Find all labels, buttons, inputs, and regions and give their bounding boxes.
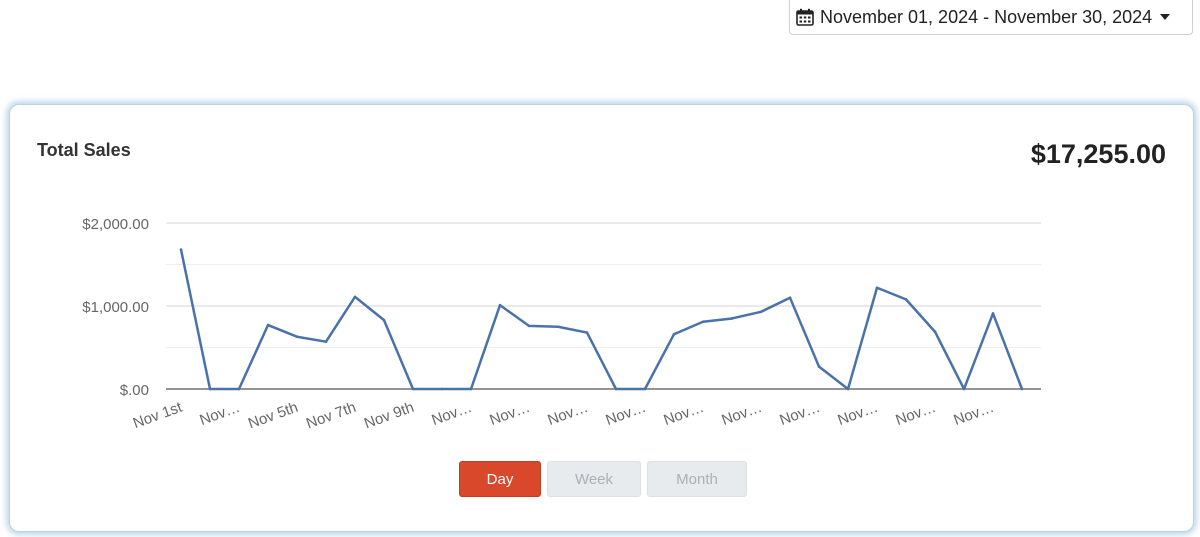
x-tick-label: Nov 7th — [304, 399, 358, 433]
data-point — [179, 248, 183, 251]
data-point — [730, 317, 734, 320]
data-point — [904, 298, 908, 301]
y-tick-label: $.00 — [120, 382, 149, 399]
x-tick-label: Nov 9th — [362, 399, 416, 433]
week-button[interactable]: Week — [547, 461, 641, 497]
calendar-icon — [796, 8, 814, 26]
data-point — [324, 340, 328, 343]
x-tick-label: Nov… — [777, 399, 822, 429]
data-point — [411, 387, 415, 391]
data-point — [237, 387, 241, 391]
date-range-label: November 01, 2024 - November 30, 2024 — [820, 6, 1153, 27]
data-point — [701, 320, 705, 324]
data-point — [440, 387, 444, 391]
data-point — [788, 296, 792, 299]
data-point — [585, 331, 589, 334]
month-button[interactable]: Month — [647, 461, 747, 497]
data-point — [556, 325, 560, 329]
data-point — [817, 365, 821, 368]
x-tick-label: Nov… — [603, 399, 648, 429]
data-point — [1020, 387, 1024, 391]
data-point — [962, 387, 966, 391]
data-point — [498, 303, 502, 307]
card-title: Total Sales — [37, 140, 131, 160]
data-point — [643, 387, 647, 391]
x-tick-label: Nov 1st — [131, 399, 185, 433]
data-point — [469, 387, 473, 391]
sales-series-line — [179, 249, 1024, 391]
x-tick-label: Nov… — [197, 399, 242, 429]
x-tick-label: Nov… — [545, 399, 590, 429]
x-tick-label: Nov… — [661, 399, 706, 429]
x-tick-label: Nov 5th — [246, 399, 300, 433]
total-sales-card: Total Sales $17,255.00 $.00 $1,000.00 $2,0… — [9, 104, 1194, 532]
y-tick-label: $1,000.00 — [82, 299, 149, 316]
x-tick-label: Nov… — [719, 399, 764, 429]
x-tick-label: Nov… — [893, 399, 938, 429]
data-point — [382, 318, 386, 322]
x-tick-label: Nov… — [951, 399, 996, 429]
period-toggle-group: Day Week Month — [459, 461, 747, 497]
data-point — [991, 312, 995, 315]
chevron-down-icon — [1160, 14, 1171, 20]
y-tick-label: $2,000.00 — [82, 216, 149, 233]
total-sales-amount: $17,255.00 — [1030, 139, 1166, 169]
x-tick-label: Nov… — [835, 399, 880, 429]
data-point — [527, 324, 531, 328]
x-tick-label: Nov… — [429, 399, 474, 429]
data-point — [208, 387, 212, 391]
data-point — [295, 335, 299, 339]
data-point — [846, 387, 850, 391]
x-tick-label: Nov… — [487, 399, 532, 429]
data-point — [672, 332, 676, 336]
data-point — [353, 295, 357, 299]
data-point — [266, 323, 270, 327]
day-button[interactable]: Day — [459, 461, 541, 497]
data-point — [933, 330, 937, 334]
data-point — [875, 286, 879, 290]
data-point — [759, 310, 763, 314]
date-range-picker[interactable]: November 01, 2024 - November 30, 2024 — [789, 0, 1193, 35]
data-point — [614, 387, 618, 391]
